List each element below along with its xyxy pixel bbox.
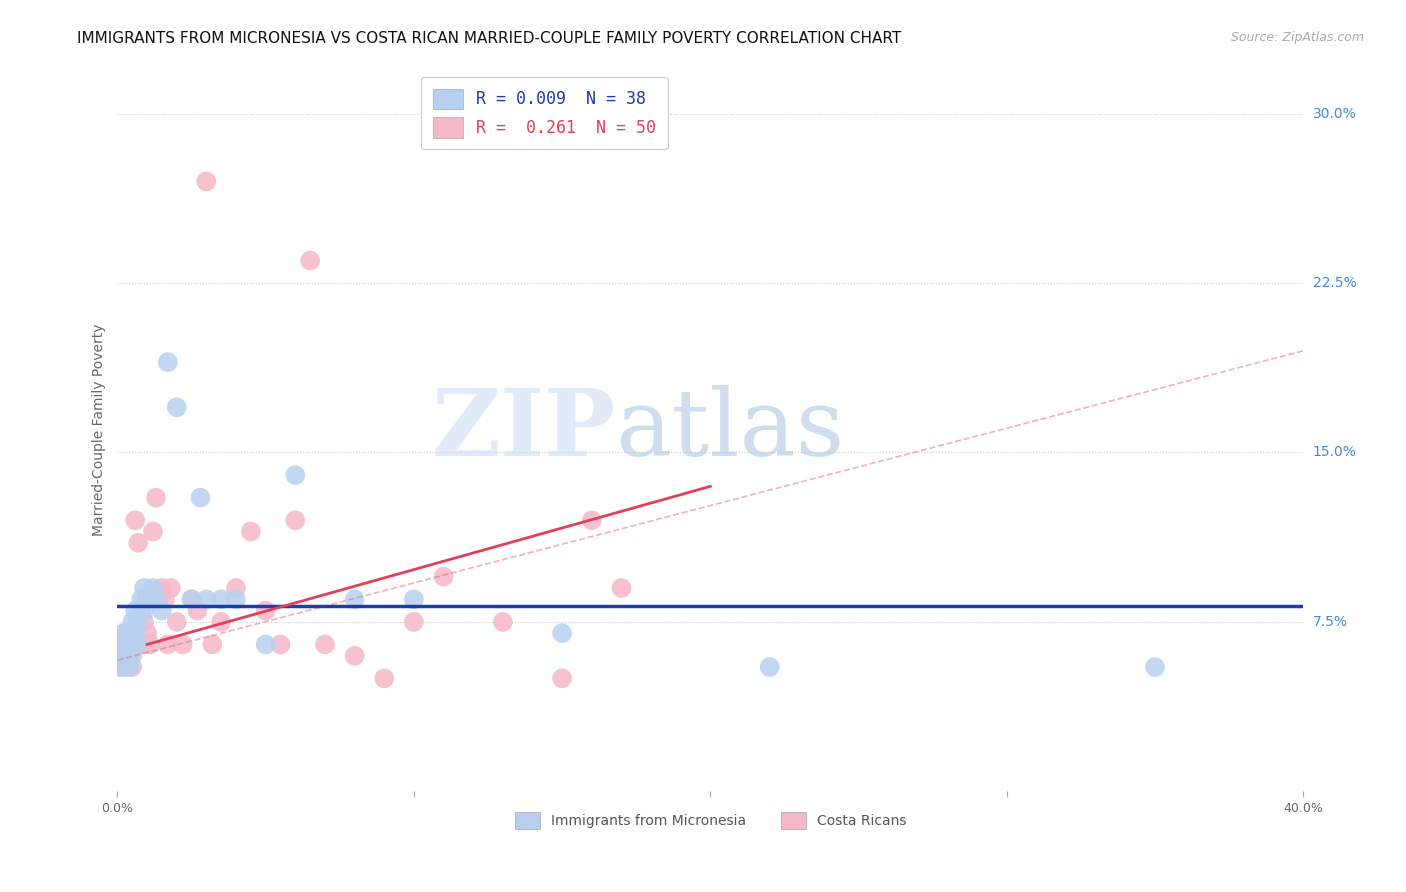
Point — [112, 637, 135, 651]
Point — [129, 637, 152, 651]
Point — [156, 637, 179, 651]
Point — [201, 637, 224, 651]
Point — [142, 581, 165, 595]
Point — [492, 615, 515, 629]
Point — [581, 513, 603, 527]
Point — [239, 524, 262, 539]
Text: ZIP: ZIP — [432, 384, 616, 475]
Point — [343, 592, 366, 607]
Point — [402, 615, 425, 629]
Point — [1144, 660, 1167, 674]
Y-axis label: Married-Couple Family Poverty: Married-Couple Family Poverty — [93, 324, 107, 536]
Point — [115, 637, 138, 651]
Point — [269, 637, 291, 651]
Point — [225, 592, 247, 607]
Text: 15.0%: 15.0% — [1313, 445, 1357, 459]
Point — [142, 524, 165, 539]
Text: Source: ZipAtlas.com: Source: ZipAtlas.com — [1230, 31, 1364, 45]
Point — [139, 637, 162, 651]
Point — [551, 626, 574, 640]
Point — [121, 660, 143, 674]
Point — [121, 637, 143, 651]
Point — [209, 615, 232, 629]
Point — [118, 626, 141, 640]
Point — [136, 592, 159, 607]
Point — [284, 513, 307, 527]
Point — [150, 581, 173, 595]
Point — [758, 660, 780, 674]
Point — [129, 592, 152, 607]
Point — [121, 626, 143, 640]
Point — [127, 615, 149, 629]
Point — [121, 648, 143, 663]
Point — [225, 581, 247, 595]
Point — [186, 604, 208, 618]
Point — [136, 592, 159, 607]
Point — [127, 615, 149, 629]
Point — [373, 671, 395, 685]
Point — [145, 491, 167, 505]
Text: atlas: atlas — [616, 384, 845, 475]
Point — [112, 626, 135, 640]
Point — [432, 570, 454, 584]
Point — [118, 637, 141, 651]
Point — [118, 660, 141, 674]
Point — [254, 604, 277, 618]
Point — [314, 637, 336, 651]
Text: 30.0%: 30.0% — [1313, 107, 1357, 120]
Point — [180, 592, 202, 607]
Point — [136, 626, 159, 640]
Point — [127, 536, 149, 550]
Point — [209, 592, 232, 607]
Point — [118, 648, 141, 663]
Point — [108, 637, 131, 651]
Point — [139, 592, 162, 607]
Point — [124, 626, 146, 640]
Point — [112, 648, 135, 663]
Point — [124, 604, 146, 618]
Point — [145, 592, 167, 607]
Text: 22.5%: 22.5% — [1313, 277, 1357, 290]
Point — [166, 401, 188, 415]
Point — [180, 592, 202, 607]
Point — [110, 648, 132, 663]
Text: IMMIGRANTS FROM MICRONESIA VS COSTA RICAN MARRIED-COUPLE FAMILY POVERTY CORRELAT: IMMIGRANTS FROM MICRONESIA VS COSTA RICA… — [77, 31, 901, 46]
Point — [195, 174, 218, 188]
Point — [110, 660, 132, 674]
Point — [159, 581, 181, 595]
Point — [166, 615, 188, 629]
Point — [127, 637, 149, 651]
Point — [121, 615, 143, 629]
Point — [115, 648, 138, 663]
Point — [134, 615, 156, 629]
Point — [129, 604, 152, 618]
Point — [115, 660, 138, 674]
Point — [111, 660, 134, 674]
Point — [190, 491, 212, 505]
Text: 7.5%: 7.5% — [1313, 615, 1348, 629]
Point — [195, 592, 218, 607]
Point — [299, 253, 322, 268]
Point — [343, 648, 366, 663]
Point — [284, 468, 307, 483]
Point — [112, 637, 135, 651]
Point — [551, 671, 574, 685]
Point — [402, 592, 425, 607]
Point — [134, 581, 156, 595]
Point — [172, 637, 194, 651]
Point — [108, 648, 131, 663]
Point — [148, 592, 170, 607]
Point — [254, 637, 277, 651]
Point — [610, 581, 633, 595]
Point — [156, 355, 179, 369]
Point — [110, 637, 132, 651]
Point — [115, 626, 138, 640]
Point — [124, 513, 146, 527]
Legend: Immigrants from Micronesia, Costa Ricans: Immigrants from Micronesia, Costa Ricans — [509, 807, 911, 835]
Point — [153, 592, 176, 607]
Point — [124, 637, 146, 651]
Point — [134, 604, 156, 618]
Point — [150, 604, 173, 618]
